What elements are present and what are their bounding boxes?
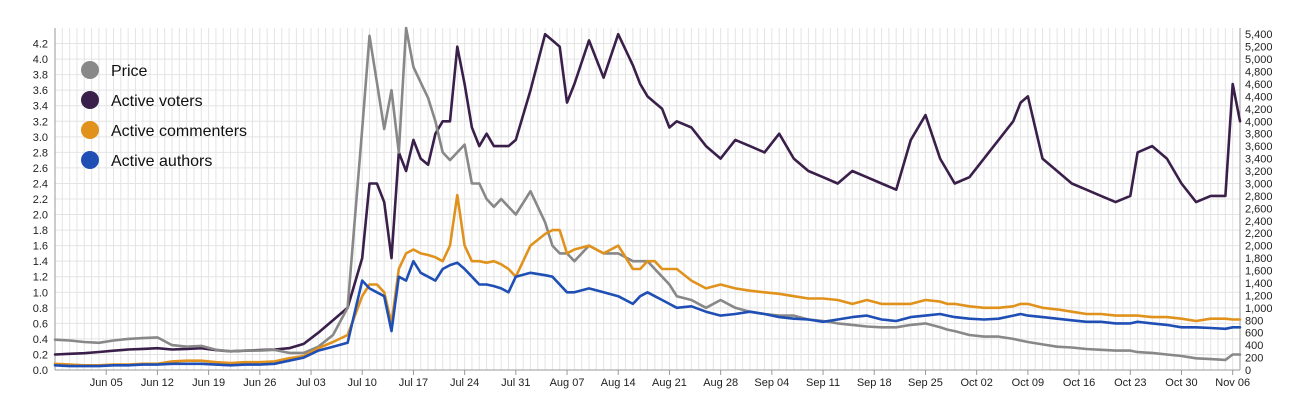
x-tick-label: Oct 09	[1012, 377, 1044, 389]
y-right-tick-label: 4,600	[1245, 79, 1273, 91]
y-left-tick-label: 0.6	[33, 318, 48, 330]
y-right-tick-label: 600	[1245, 328, 1263, 340]
x-tick-label: Jun 26	[243, 377, 276, 389]
x-tick-label: Jul 03	[296, 377, 325, 389]
x-tick-label: Jun 12	[141, 377, 174, 389]
series-line-active-commenters[interactable]	[53, 193, 1242, 367]
y-right-tick-label: 200	[1245, 353, 1263, 365]
y-left-tick-label: 3.2	[33, 116, 48, 128]
y-left-tick-label: 1.2	[33, 272, 48, 284]
y-left-tick-label: 3.4	[33, 101, 48, 113]
y-right-tick-label: 5,000	[1245, 54, 1273, 66]
y-right-tick-label: 800	[1245, 315, 1263, 327]
x-tick-label: Sep 11	[806, 377, 840, 389]
legend-swatch-active-voters	[81, 91, 99, 109]
legend-label-active-commenters: Active commenters	[111, 123, 247, 140]
y-right-tick-label: 4,800	[1245, 67, 1273, 79]
legend-label-price: Price	[111, 63, 148, 80]
y-right-tick-label: 5,200	[1245, 42, 1273, 54]
y-right-tick-label: 400	[1245, 340, 1263, 352]
y-left-tick-label: 1.8	[33, 225, 48, 237]
axes-layer: 0.0 0.2 0.4 0.6 0.8 1.0 1.2 1.4 1.6 1.8 2.0 2.2 2.4 2…	[33, 28, 1273, 389]
y-right-tick-label: 4,000	[1245, 116, 1273, 128]
legend: Price Active voters Active commenters Ac…	[81, 61, 247, 170]
y-right-tick-label: 2,200	[1245, 228, 1273, 240]
legend-item-price[interactable]: Price	[81, 61, 148, 80]
x-tick-label: Sep 25	[908, 377, 943, 389]
x-tick-label: Aug 28	[703, 377, 738, 389]
y-right-tick-label: 3,400	[1245, 154, 1273, 166]
x-tick-label: Jun 05	[90, 377, 123, 389]
x-tick-label: Sep 04	[754, 377, 789, 389]
y-left-tick-label: 1.0	[33, 287, 48, 299]
y-right-tick-label: 1,400	[1245, 278, 1273, 290]
y-right-tick-label: 1,200	[1245, 290, 1273, 302]
series-line-active-authors[interactable]	[53, 259, 1242, 368]
series-line-active-voters[interactable]	[53, 32, 1242, 356]
x-tick-label: Jul 24	[450, 377, 479, 389]
series-layer	[53, 26, 1242, 368]
y-left-tick-label: 4.0	[33, 54, 48, 66]
y-right-tick-label: 3,600	[1245, 141, 1273, 153]
x-tick-label: Oct 30	[1165, 377, 1197, 389]
legend-swatch-active-authors	[81, 151, 99, 169]
x-tick-label: Jul 10	[348, 377, 377, 389]
y-right-tick-label: 1,000	[1245, 303, 1273, 315]
legend-item-active-authors[interactable]: Active authors	[81, 151, 212, 170]
y-right-tick-label: 3,800	[1245, 129, 1273, 141]
legend-label-active-authors: Active authors	[111, 153, 212, 170]
y-right-tick-label: 0	[1245, 365, 1251, 377]
y-right-tick-label: 1,600	[1245, 266, 1273, 278]
y-left-tick-label: 0.0	[33, 365, 48, 377]
y-right-tick-label: 4,200	[1245, 104, 1273, 116]
y-left-tick-label: 4.2	[33, 39, 48, 51]
y-left-tick-label: 2.2	[33, 194, 48, 206]
x-tick-label: Aug 21	[652, 377, 687, 389]
x-tick-label: Oct 02	[960, 377, 992, 389]
y-left-tick-label: 0.8	[33, 303, 48, 315]
x-tick-label: Nov 06	[1215, 377, 1250, 389]
x-tick-label: Oct 16	[1063, 377, 1095, 389]
legend-swatch-active-commenters	[81, 121, 99, 139]
y-right-tick-label: 2,000	[1245, 241, 1273, 253]
y-left-tick-label: 2.8	[33, 147, 48, 159]
x-tick-label: Aug 14	[601, 377, 636, 389]
y-right-tick-label: 5,400	[1245, 29, 1273, 41]
y-left-tick-label: 2.4	[33, 178, 48, 190]
x-tick-label: Jul 17	[399, 377, 428, 389]
y-right-tick-label: 4,400	[1245, 91, 1273, 103]
y-right-tick-label: 2,400	[1245, 216, 1273, 228]
x-tick-label: Jun 19	[192, 377, 225, 389]
y-left-tick-label: 1.4	[33, 256, 48, 268]
y-left-tick-label: 2.0	[33, 210, 48, 222]
y-right-tick-label: 2,600	[1245, 203, 1273, 215]
x-tick-label: Sep 18	[857, 377, 892, 389]
y-left-tick-label: 0.4	[33, 334, 48, 346]
legend-swatch-price	[81, 61, 99, 79]
x-tick-label: Aug 07	[550, 377, 585, 389]
x-tick-label: Jul 31	[501, 377, 530, 389]
y-right-tick-label: 1,800	[1245, 253, 1273, 265]
y-right-tick-label: 3,200	[1245, 166, 1273, 178]
legend-label-active-voters: Active voters	[111, 93, 203, 110]
y-left-tick-label: 2.6	[33, 163, 48, 175]
y-left-tick-label: 0.2	[33, 349, 48, 361]
y-right-tick-label: 3,000	[1245, 178, 1273, 190]
y-right-tick-label: 2,800	[1245, 191, 1273, 203]
legend-item-active-commenters[interactable]: Active commenters	[81, 121, 247, 140]
y-left-tick-label: 3.8	[33, 70, 48, 82]
legend-item-active-voters[interactable]: Active voters	[81, 91, 203, 110]
y-left-tick-label: 1.6	[33, 241, 48, 253]
x-tick-label: Oct 23	[1114, 377, 1146, 389]
y-left-tick-label: 3.0	[33, 132, 48, 144]
y-left-tick-label: 3.6	[33, 85, 48, 97]
